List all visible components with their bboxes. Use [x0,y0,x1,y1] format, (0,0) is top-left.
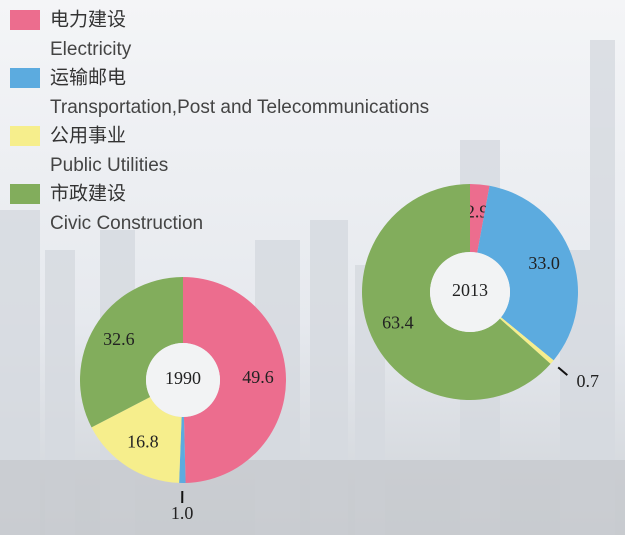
donut-hole [430,252,510,332]
value-label: 49.6 [242,367,274,387]
legend-label-en: Public Utilities [50,155,168,176]
legend: 电力建设 Electricity 运输邮电 Transportation,Post a… [10,9,429,234]
donut-segment [499,317,554,364]
donut-hole [146,343,220,417]
chart-title: 1990 [165,368,201,388]
legend-label-zh: 电力建设 [50,9,126,31]
value-label: 32.6 [103,329,135,349]
value-label: 63.4 [382,312,414,332]
donut-segment [362,184,551,401]
legend-label-zh: 公用事业 [50,125,126,147]
donut-segment [91,397,182,483]
value-label: 2.9 [466,201,489,221]
chart-title: 2013 [452,280,488,300]
legend-swatch [10,68,40,88]
legend-swatch [10,126,40,146]
value-label: 1.0 [171,503,194,523]
donut-charts: 49.6 1.0 16.8 32.6 1990 2.9 33.0 0.7 63.4 2013 [79,184,599,523]
legend-swatch [10,10,40,30]
legend-swatch [10,184,40,204]
legend-label-zh: 运输邮电 [50,67,126,89]
value-label: 0.7 [576,371,599,391]
donut-segment [477,185,578,361]
donut-segment [183,277,286,483]
value-label: 16.8 [127,431,159,451]
value-label: 33.0 [528,253,560,273]
legend-label-en: Electricity [50,39,132,60]
legend-label-en: Civic Construction [50,213,203,234]
donut-segment [79,277,183,428]
annotation-arrow [557,366,568,376]
legend-label-zh: 市政建设 [50,183,126,205]
donut-segment [179,416,186,483]
donut-segment [470,184,490,253]
legend-label-en: Transportation,Post and Telecommunicatio… [50,97,429,118]
